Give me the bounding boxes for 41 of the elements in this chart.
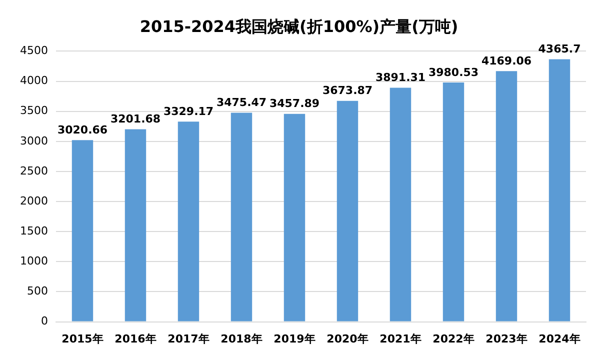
data-label: 3673.87 — [322, 84, 373, 98]
y-tick-label: 1500 — [20, 224, 48, 238]
bar — [548, 59, 570, 322]
bar — [442, 82, 464, 322]
data-label: 4169.06 — [481, 54, 532, 68]
chart-title: 2015-2024我国烧碱(折100%)产量(万吨) — [140, 16, 458, 36]
y-tick-label: 3000 — [20, 134, 48, 148]
bar — [390, 88, 412, 322]
bar — [178, 122, 200, 322]
x-tick-label: 2018年 — [220, 332, 262, 346]
bar — [230, 112, 252, 322]
x-tick-label: 2023年 — [486, 332, 528, 346]
bar — [284, 114, 306, 322]
x-tick-label: 2015年 — [62, 332, 104, 346]
data-label: 3201.68 — [110, 112, 161, 126]
x-tick-label: 2017年 — [168, 332, 210, 346]
y-tick-label: 0 — [40, 314, 48, 328]
y-tick-label: 2000 — [20, 194, 48, 208]
y-tick-label: 2500 — [20, 164, 48, 178]
x-tick-label: 2021年 — [380, 332, 422, 346]
x-tick-label: 2024年 — [538, 332, 580, 346]
y-tick-label: 4000 — [20, 74, 48, 88]
x-tick-label: 2019年 — [274, 332, 316, 346]
x-tick-label: 2022年 — [432, 332, 474, 346]
y-tick-label: 1000 — [20, 254, 48, 268]
data-label: 3329.17 — [163, 104, 214, 118]
data-label: 3457.89 — [269, 97, 320, 110]
data-label: 3020.66 — [57, 124, 108, 137]
bar — [72, 140, 94, 322]
data-label: 3475.47 — [216, 96, 267, 110]
data-label: 3980.53 — [428, 66, 479, 79]
bar — [496, 71, 518, 322]
x-tick-label: 2020年 — [326, 332, 368, 346]
y-tick-label: 500 — [26, 284, 48, 298]
bar — [124, 129, 146, 322]
y-tick-label: 4500 — [20, 44, 48, 58]
data-label: 3891.31 — [375, 71, 426, 84]
bar — [336, 100, 358, 322]
y-tick-label: 3500 — [20, 104, 48, 118]
x-tick-label: 2016年 — [114, 332, 156, 346]
data-label: 4365.7 — [538, 42, 581, 56]
